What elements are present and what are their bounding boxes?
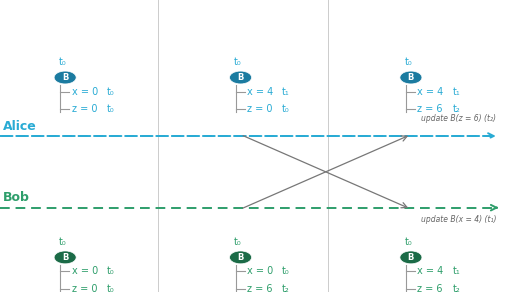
Text: B: B bbox=[238, 253, 244, 262]
Text: x = 4: x = 4 bbox=[247, 86, 273, 96]
Text: t₀: t₀ bbox=[107, 284, 114, 294]
Text: z = 0: z = 0 bbox=[72, 284, 97, 294]
Text: t₀: t₀ bbox=[59, 57, 67, 67]
Text: t₀: t₀ bbox=[107, 104, 114, 114]
Text: t₀: t₀ bbox=[59, 237, 67, 247]
Text: B: B bbox=[408, 73, 414, 82]
Text: t₂: t₂ bbox=[452, 284, 460, 294]
Text: t₀: t₀ bbox=[405, 57, 412, 67]
Text: update B(x = 4) (t₁): update B(x = 4) (t₁) bbox=[421, 215, 497, 224]
Text: t₁: t₁ bbox=[282, 86, 290, 96]
Text: x = 0: x = 0 bbox=[72, 86, 98, 96]
Circle shape bbox=[54, 251, 76, 264]
Text: z = 6: z = 6 bbox=[418, 104, 443, 114]
Circle shape bbox=[54, 71, 76, 84]
Text: B: B bbox=[408, 253, 414, 262]
Text: Bob: Bob bbox=[3, 191, 29, 204]
Text: t₀: t₀ bbox=[282, 104, 290, 114]
Text: z = 6: z = 6 bbox=[247, 284, 272, 294]
Circle shape bbox=[400, 251, 422, 264]
Text: t₀: t₀ bbox=[405, 237, 412, 247]
Text: B: B bbox=[238, 73, 244, 82]
Circle shape bbox=[229, 251, 251, 264]
Text: t₁: t₁ bbox=[452, 266, 460, 276]
Text: Alice: Alice bbox=[3, 119, 36, 132]
Text: B: B bbox=[62, 73, 68, 82]
Text: z = 0: z = 0 bbox=[72, 104, 97, 114]
Text: t₂: t₂ bbox=[452, 104, 460, 114]
Text: B: B bbox=[62, 253, 68, 262]
Text: z = 6: z = 6 bbox=[418, 284, 443, 294]
Circle shape bbox=[400, 71, 422, 84]
Text: t₀: t₀ bbox=[107, 266, 114, 276]
Text: t₁: t₁ bbox=[452, 86, 460, 96]
Text: t₀: t₀ bbox=[282, 266, 290, 276]
Text: t₀: t₀ bbox=[234, 57, 242, 67]
Text: x = 4: x = 4 bbox=[418, 266, 444, 276]
Text: z = 0: z = 0 bbox=[247, 104, 272, 114]
Text: t₀: t₀ bbox=[107, 86, 114, 96]
Text: t₀: t₀ bbox=[234, 237, 242, 247]
Text: t₂: t₂ bbox=[282, 284, 290, 294]
Text: x = 4: x = 4 bbox=[418, 86, 444, 96]
Text: x = 0: x = 0 bbox=[247, 266, 273, 276]
Circle shape bbox=[229, 71, 251, 84]
Text: update B(z = 6) (t₂): update B(z = 6) (t₂) bbox=[421, 114, 496, 123]
Text: x = 0: x = 0 bbox=[72, 266, 98, 276]
